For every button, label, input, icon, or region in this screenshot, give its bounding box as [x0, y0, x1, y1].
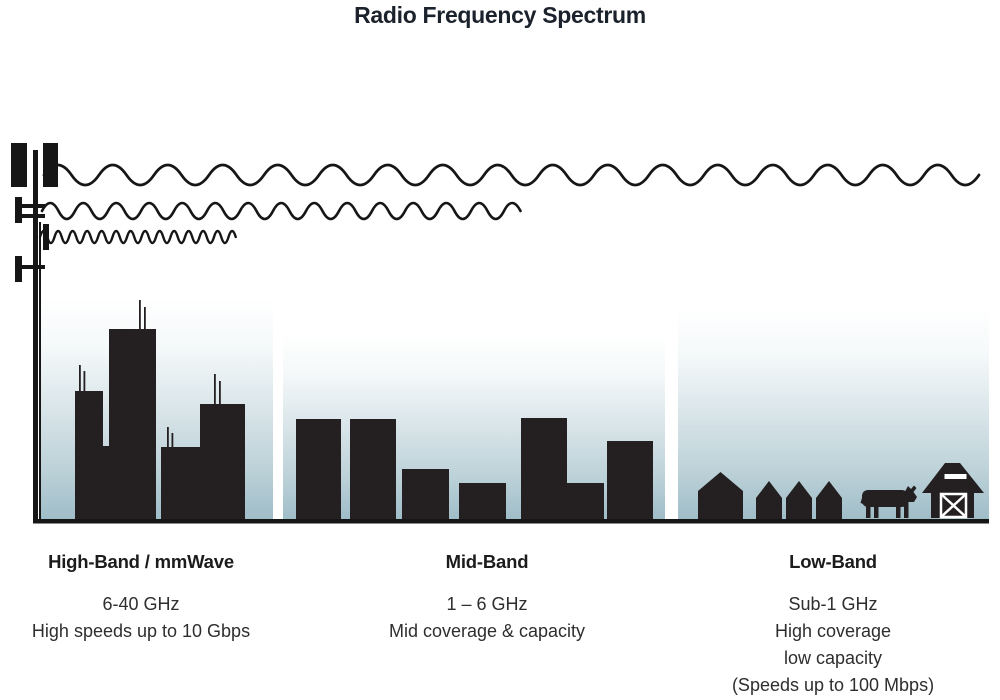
midband-caption: Mid-Band 1 – 6 GHz Mid coverage & capaci…	[347, 548, 627, 645]
ground-line	[33, 519, 989, 524]
radio-waves	[38, 163, 981, 245]
page-title: Radio Frequency Spectrum	[354, 2, 646, 28]
house-icon	[816, 481, 842, 519]
radio-wave-long	[42, 163, 981, 187]
highband-caption: High-Band / mmWave 6-40 GHz High speeds …	[1, 548, 281, 645]
band-detail: High coverage	[774, 621, 892, 641]
cell-tower-icon	[11, 143, 58, 519]
house-icon	[698, 472, 743, 519]
barn-icon	[922, 463, 984, 519]
band-name-lowband: Low-Band	[789, 551, 877, 572]
radio-wave-medium	[40, 201, 522, 221]
rooftop-antenna-icon	[79, 300, 221, 447]
band-detail: High speeds up to 10 Gbps	[31, 621, 251, 641]
band-freq-lowband: Sub-1 GHz	[788, 594, 878, 614]
highband-skyline-icon	[75, 300, 245, 519]
radio-wave-short	[38, 229, 237, 245]
band-name-highband: High-Band / mmWave	[48, 551, 234, 572]
lowband-scene	[698, 463, 984, 519]
band-detail: Mid coverage & capacity	[388, 621, 586, 641]
midband-skyline-icon	[296, 418, 653, 519]
cow-icon	[860, 485, 917, 518]
house-icon	[786, 481, 812, 519]
lowband-caption: Low-Band Sub-1 GHz High coverage low cap…	[693, 548, 973, 699]
band-detail: low capacity	[783, 648, 883, 668]
house-icon	[756, 481, 782, 519]
band-name-midband: Mid-Band	[445, 551, 529, 572]
band-freq-midband: 1 – 6 GHz	[446, 594, 528, 614]
band-detail: (Speeds up to 100 Mbps)	[731, 675, 935, 695]
band-freq-highband: 6-40 GHz	[102, 594, 180, 614]
